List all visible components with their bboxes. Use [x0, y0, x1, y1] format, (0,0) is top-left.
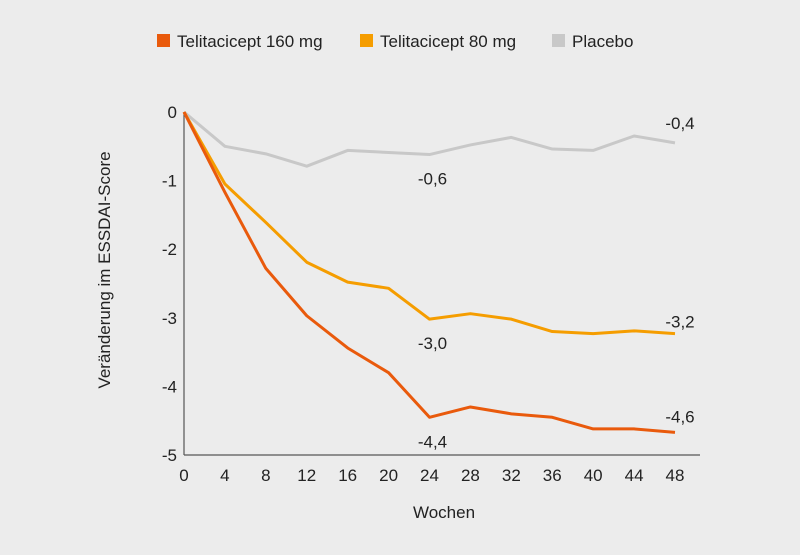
- y-tick-label: -2: [162, 240, 177, 259]
- data-label: -3,2: [665, 313, 694, 332]
- data-label: -4,4: [418, 432, 447, 451]
- x-tick-label: 16: [338, 466, 357, 485]
- x-tick-labels: 0 4 8 12 16 20 24 28 32 36 40 44 48: [179, 466, 684, 485]
- legend-label: Placebo: [572, 32, 633, 51]
- x-axis-label: Wochen: [413, 503, 475, 522]
- data-label: -0,6: [418, 170, 447, 189]
- legend-swatch: [552, 34, 565, 47]
- y-tick-label: -3: [162, 309, 177, 328]
- series-line-0: [182, 111, 676, 434]
- y-tick-label: -5: [162, 446, 177, 465]
- x-tick-label: 20: [379, 466, 398, 485]
- series-line-2: [183, 110, 676, 168]
- legend-label: Telitacicept 160 mg: [177, 32, 323, 51]
- series-lines: [182, 110, 676, 434]
- x-tick-label: 48: [666, 466, 685, 485]
- x-tick-label: 4: [220, 466, 229, 485]
- y-axis-label: Veränderung im ESSDAI-Score: [95, 151, 114, 388]
- data-label: -3,0: [418, 334, 447, 353]
- legend-swatch: [157, 34, 170, 47]
- x-tick-label: 36: [543, 466, 562, 485]
- x-tick-label: 8: [261, 466, 270, 485]
- series-line-1: [182, 111, 676, 336]
- legend-label: Telitacicept 80 mg: [380, 32, 516, 51]
- legend-swatch: [360, 34, 373, 47]
- y-tick-label: -4: [162, 377, 177, 396]
- x-tick-label: 28: [461, 466, 480, 485]
- x-tick-label: 12: [297, 466, 316, 485]
- data-label: -0,4: [665, 114, 694, 133]
- y-tick-labels: 0 -1 -2 -3 -4 -5: [162, 103, 177, 465]
- annotations: -0,6 -3,0 -4,4 -0,4 -3,2 -4,6: [418, 114, 695, 451]
- legend: Telitacicept 160 mg Telitacicept 80 mg Pla…: [157, 32, 633, 51]
- x-tick-label: 32: [502, 466, 521, 485]
- x-tick-label: 24: [420, 466, 439, 485]
- y-tick-label: -1: [162, 172, 177, 191]
- data-label: -4,6: [665, 407, 694, 426]
- x-tick-label: 0: [179, 466, 188, 485]
- x-tick-label: 40: [584, 466, 603, 485]
- y-tick-label: 0: [168, 103, 177, 122]
- x-tick-label: 44: [625, 466, 644, 485]
